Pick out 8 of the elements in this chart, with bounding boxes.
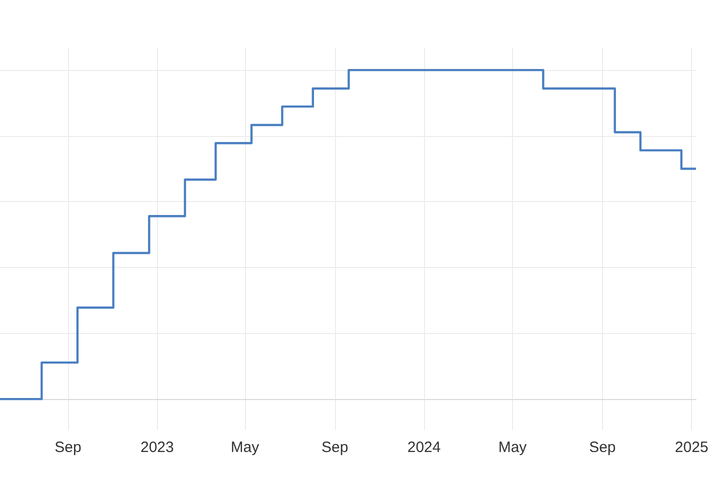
x-tick-label: Sep xyxy=(54,439,82,456)
x-tick-label: Sep xyxy=(589,439,616,456)
x-tick-label: 2025 xyxy=(674,439,708,456)
x-tick-label: 2024 xyxy=(407,439,441,456)
x-tick-label: May xyxy=(498,439,528,456)
x-tick-label: Sep xyxy=(321,439,348,456)
x-tick-label: 2023 xyxy=(140,439,174,456)
x-tick-label: May xyxy=(230,439,260,456)
